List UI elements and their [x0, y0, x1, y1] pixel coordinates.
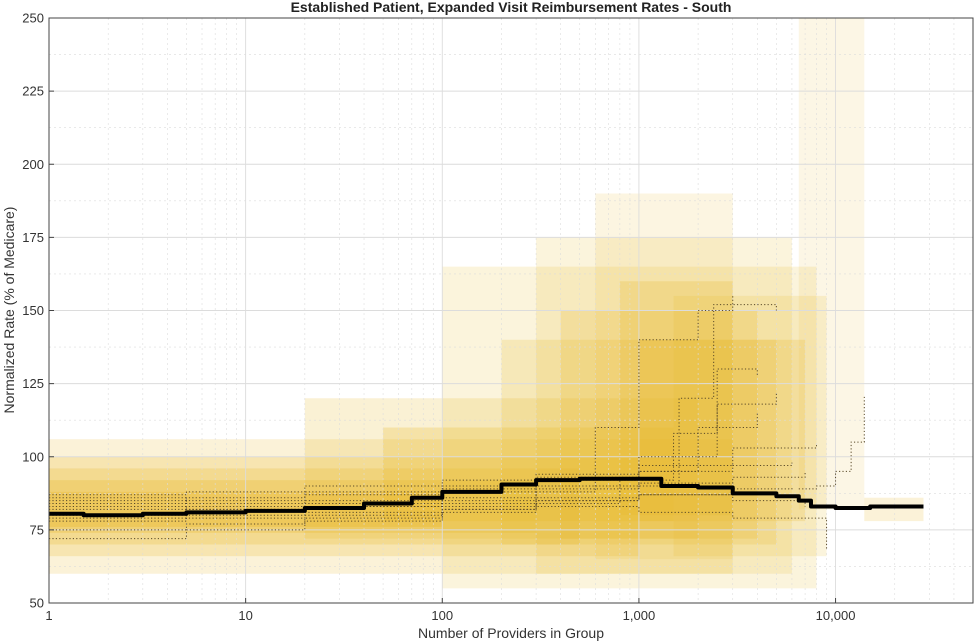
x-tick-label: 100 — [431, 608, 453, 623]
dotted-series-6 — [49, 503, 828, 551]
dotted-series-7 — [49, 445, 817, 496]
y-axis-label: Normalized Rate (% of Medicare) — [1, 207, 17, 414]
x-tick-label: 10,000 — [816, 608, 856, 623]
y-tick-label: 200 — [22, 157, 44, 172]
dotted-series-4 — [49, 368, 758, 531]
y-tick-label: 125 — [22, 376, 44, 391]
x-tick-label: 1 — [45, 608, 52, 623]
band-rect — [864, 497, 924, 522]
y-axis-ticks: 50 75 100 125 150 175 200 225 250 — [22, 11, 54, 611]
x-axis-label: Number of Providers in Group — [418, 625, 604, 641]
band-rect — [536, 237, 792, 574]
dotted-series-8 — [49, 295, 734, 519]
y-tick-label: 225 — [22, 84, 44, 99]
y-tick-label: 150 — [22, 303, 44, 318]
dotted-series-5 — [49, 471, 806, 505]
y-tick-label: 250 — [22, 11, 44, 26]
distribution-bands — [49, 18, 924, 589]
x-axis-ticks: 1 10 100 1,000 10,000 — [45, 598, 855, 623]
band-rect — [638, 339, 806, 522]
band-rect — [798, 18, 865, 510]
band-rect — [383, 427, 674, 522]
band-rect — [595, 193, 733, 560]
y-tick-label: 75 — [30, 522, 44, 537]
dotted-series-3 — [49, 304, 777, 522]
median-line — [49, 476, 924, 518]
y-tick-label: 175 — [22, 230, 44, 245]
x-tick-label: 10 — [238, 608, 252, 623]
median-line-group — [49, 476, 924, 518]
chart-title: Established Patient, Expanded Visit Reim… — [291, 0, 732, 15]
x-tick-label: 1,000 — [623, 608, 656, 623]
y-tick-label: 50 — [30, 596, 44, 611]
y-tick-label: 100 — [22, 449, 44, 464]
